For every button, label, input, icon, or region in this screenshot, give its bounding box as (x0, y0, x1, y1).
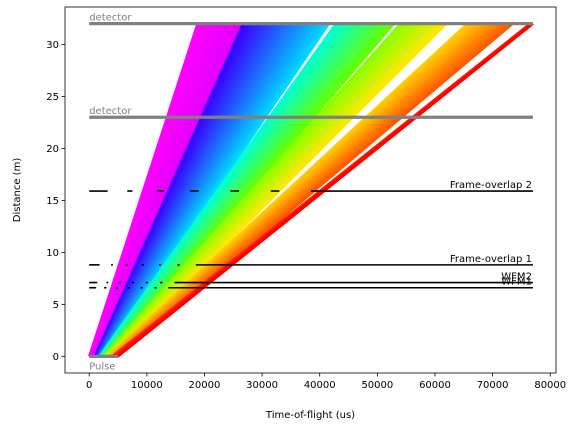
y-tick-label: 0 (53, 352, 59, 363)
x-tick-label: 40000 (304, 380, 336, 391)
chopper-label: WFM1 (501, 277, 532, 288)
y-tick-label: 20 (46, 144, 59, 155)
detector-label: detector (89, 13, 132, 24)
y-tick-label: 5 (53, 300, 59, 311)
x-tick-label: 70000 (477, 380, 509, 391)
x-tick-label: 20000 (189, 380, 221, 391)
neutron-ray (117, 22, 534, 358)
chopper-label: WFM2 (501, 272, 532, 283)
pulse-label: Pulse (89, 361, 115, 372)
x-tick-label: 0 (86, 380, 92, 391)
x-axis-label: Time-of-flight (us) (265, 410, 355, 421)
x-tick-label: 10000 (131, 380, 163, 391)
x-tick-label: 60000 (419, 380, 451, 391)
y-tick-label: 25 (46, 92, 59, 103)
chopper-label: Frame-overlap 1 (450, 254, 532, 265)
x-tick-label: 50000 (361, 380, 393, 391)
axes: 0 10000 20000 30000 40000 50000 60000 70000 8000… (46, 6, 566, 391)
chopper-label: Frame-overlap 2 (450, 180, 532, 191)
axes-frame (64, 6, 557, 374)
plot-area (88, 22, 534, 358)
detector-label: detector (89, 106, 132, 117)
y-tick-label: 15 (46, 196, 59, 207)
x-tick-label: 30000 (246, 380, 278, 391)
y-tick-label: 10 (46, 248, 59, 259)
x-tick-label: 80000 (534, 380, 566, 391)
y-tick-label: 30 (46, 40, 59, 51)
y-axis-label: Distance (m) (12, 158, 23, 223)
